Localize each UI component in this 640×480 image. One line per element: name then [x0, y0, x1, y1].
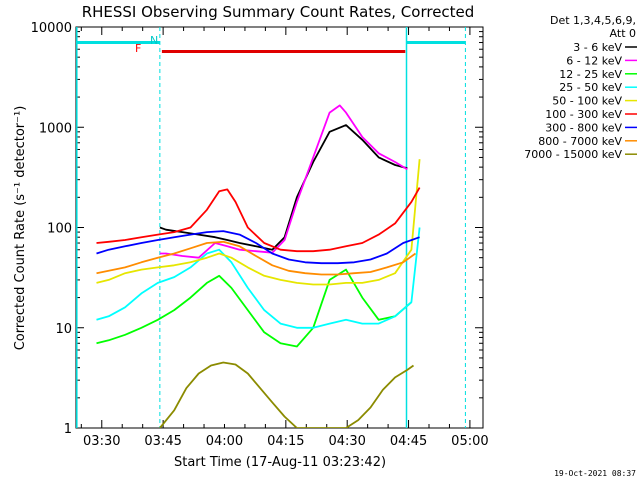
x-tick-labels: 03:30 03:45 04:00 04:15 04:30 04:45 05:00 — [83, 434, 489, 449]
chart-title: RHESSI Observing Summary Count Rates, Co… — [82, 3, 475, 21]
y-tick-label: 1 — [64, 422, 72, 437]
legend-header-2: Att 0 — [610, 27, 636, 40]
status-segments — [76, 41, 466, 53]
x-tick-label: 04:30 — [328, 434, 365, 449]
x-axis-label: Start Time (17-Aug-11 03:23:42) — [174, 455, 386, 470]
y-tick-label: 10 — [55, 322, 72, 337]
y-tick-labels: 1 10 100 1000 10000 — [31, 21, 72, 437]
flare-label: F — [135, 42, 141, 55]
series-line — [96, 159, 421, 286]
legend-label: 3 - 6 keV — [573, 41, 622, 54]
x-tick-label: 05:00 — [451, 434, 488, 449]
legend-label: 12 - 25 keV — [559, 68, 622, 81]
x-tick-label: 03:30 — [83, 434, 120, 449]
plot-frame — [75, 26, 484, 429]
legend-label: 7000 - 15000 keV — [524, 148, 622, 161]
axis-ticks — [76, 27, 483, 429]
series-line — [159, 104, 408, 259]
legend-label: 800 - 7000 keV — [538, 135, 622, 148]
series-line — [96, 268, 412, 348]
x-tick-label: 03:45 — [144, 434, 181, 449]
y-axis-label: Corrected Count Rate (s⁻¹ detector⁻¹) — [13, 106, 28, 351]
y-tick-label: 100 — [47, 222, 72, 237]
legend-label: 6 - 12 keV — [566, 54, 622, 67]
orbit-boundary-lines — [76, 27, 466, 428]
y-tick-label: 1000 — [39, 121, 72, 136]
series-line — [96, 187, 421, 253]
y-tick-label: 10000 — [31, 21, 72, 36]
footer-date: 19-Oct-2021 08:37 — [554, 469, 636, 478]
night-label: N — [150, 34, 158, 47]
series-line — [96, 230, 420, 265]
legend-header-1: Det 1,3,4,5,6,9, — [550, 14, 636, 27]
x-tick-label: 04:00 — [206, 434, 243, 449]
legend-label: 100 - 300 keV — [545, 108, 622, 121]
series-line — [96, 227, 421, 329]
legend-label: 25 - 50 keV — [559, 81, 622, 94]
series-line — [96, 240, 417, 276]
legend-label: 300 - 800 keV — [545, 121, 622, 134]
series-line — [159, 361, 415, 428]
x-tick-label: 04:45 — [390, 434, 427, 449]
legend-label: 50 - 100 keV — [552, 95, 622, 108]
x-tick-label: 04:15 — [267, 434, 304, 449]
series-layer — [96, 104, 421, 428]
